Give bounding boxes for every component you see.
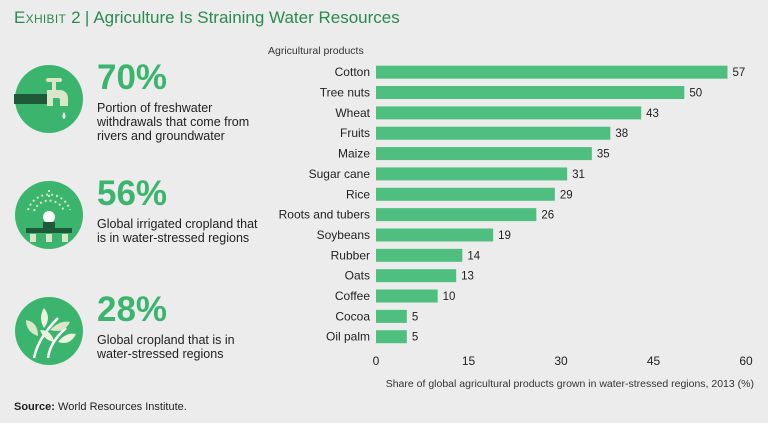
bar [376, 289, 438, 303]
source-note: Source: World Resources Institute. [14, 401, 187, 413]
category-label: Fruits [340, 126, 370, 140]
x-tick-label: 60 [739, 354, 753, 368]
bar [376, 86, 685, 100]
stat-description: Portion of freshwater withdrawals that c… [97, 101, 250, 143]
category-label: Rubber [331, 248, 370, 262]
title-separator: | [84, 8, 90, 27]
category-label: Oats [345, 269, 370, 283]
category-label: Soybeans [317, 228, 370, 242]
stat-freshwater: 70% Portion of freshwater withdrawals th… [14, 58, 264, 154]
leaves-icon [14, 296, 84, 366]
bar [376, 309, 407, 323]
bar [376, 147, 592, 161]
category-label: Sugar cane [309, 167, 371, 181]
data-label: 5 [412, 332, 418, 344]
source-label: Source: [14, 401, 55, 413]
stat-description: Global irrigated cropland that is in wat… [97, 217, 258, 245]
data-label: 26 [541, 210, 554, 222]
data-label: 29 [560, 189, 573, 201]
category-label: Rice [346, 187, 370, 201]
bar [376, 330, 407, 344]
data-label: 35 [597, 149, 610, 161]
category-label: Maize [338, 147, 370, 161]
source-text: World Resources Institute. [54, 401, 187, 413]
data-label: 50 [689, 88, 702, 100]
x-tick-label: 45 [647, 354, 661, 368]
category-label: Cotton [335, 65, 370, 79]
stat-irrigated: 56% Global irrigated cropland that is in… [14, 174, 264, 270]
data-label: 19 [498, 230, 511, 242]
x-tick-label: 0 [373, 354, 380, 368]
x-tick-label: 15 [462, 354, 476, 368]
bar [376, 167, 568, 181]
data-label: 43 [646, 108, 659, 120]
bar [376, 65, 728, 79]
category-axis-label: Agricultural products [268, 45, 364, 57]
bar [376, 248, 463, 262]
data-label: 57 [733, 67, 746, 79]
bar [376, 269, 457, 283]
category-label: Coffee [335, 289, 370, 303]
x-axis-label: Share of global agricultural products gr… [386, 378, 754, 390]
bar [376, 106, 642, 120]
exhibit-title: Exhibit 2 | Agriculture Is Straining Water… [14, 8, 400, 28]
data-label: 31 [572, 169, 585, 181]
page-title: Agriculture Is Straining Water Resources [93, 8, 400, 27]
x-tick-label: 30 [554, 354, 568, 368]
stat-value: 70% [97, 58, 168, 97]
bar [376, 126, 611, 140]
category-label: Roots and tubers [279, 208, 370, 222]
stat-value: 28% [97, 290, 168, 329]
category-label: Wheat [335, 106, 370, 120]
category-label: Oil palm [326, 330, 370, 344]
bar [376, 228, 494, 242]
data-label: 5 [412, 311, 418, 323]
stat-value: 56% [97, 174, 168, 213]
data-label: 10 [443, 291, 456, 303]
data-label: 38 [615, 128, 628, 140]
category-label: Cocoa [335, 309, 370, 323]
exhibit-label: Exhibit 2 [14, 8, 81, 27]
bar [376, 187, 555, 201]
data-label: 13 [461, 271, 474, 283]
stat-cropland: 28% Global cropland that is in water-str… [14, 290, 264, 386]
category-label: Tree nuts [320, 86, 370, 100]
data-label: 14 [467, 250, 480, 262]
sprinkler-icon [14, 180, 84, 250]
stat-description: Global cropland that is in water-stresse… [97, 333, 235, 361]
water-faucet-icon [14, 64, 84, 134]
bar [376, 208, 537, 222]
